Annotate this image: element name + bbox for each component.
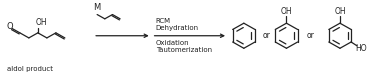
Text: aldol product: aldol product [7,66,53,72]
Text: or: or [263,31,270,40]
Text: HO: HO [355,44,367,53]
Text: OH: OH [281,7,292,16]
Text: OH: OH [36,18,48,27]
Text: RCM: RCM [156,18,171,24]
Text: OH: OH [334,7,346,16]
Text: M: M [93,3,101,12]
Text: Dehydration: Dehydration [156,25,199,31]
Text: O: O [7,22,14,31]
Text: Tautomerization: Tautomerization [156,47,212,53]
Text: or: or [306,31,314,40]
Text: Oxidation: Oxidation [156,40,189,46]
